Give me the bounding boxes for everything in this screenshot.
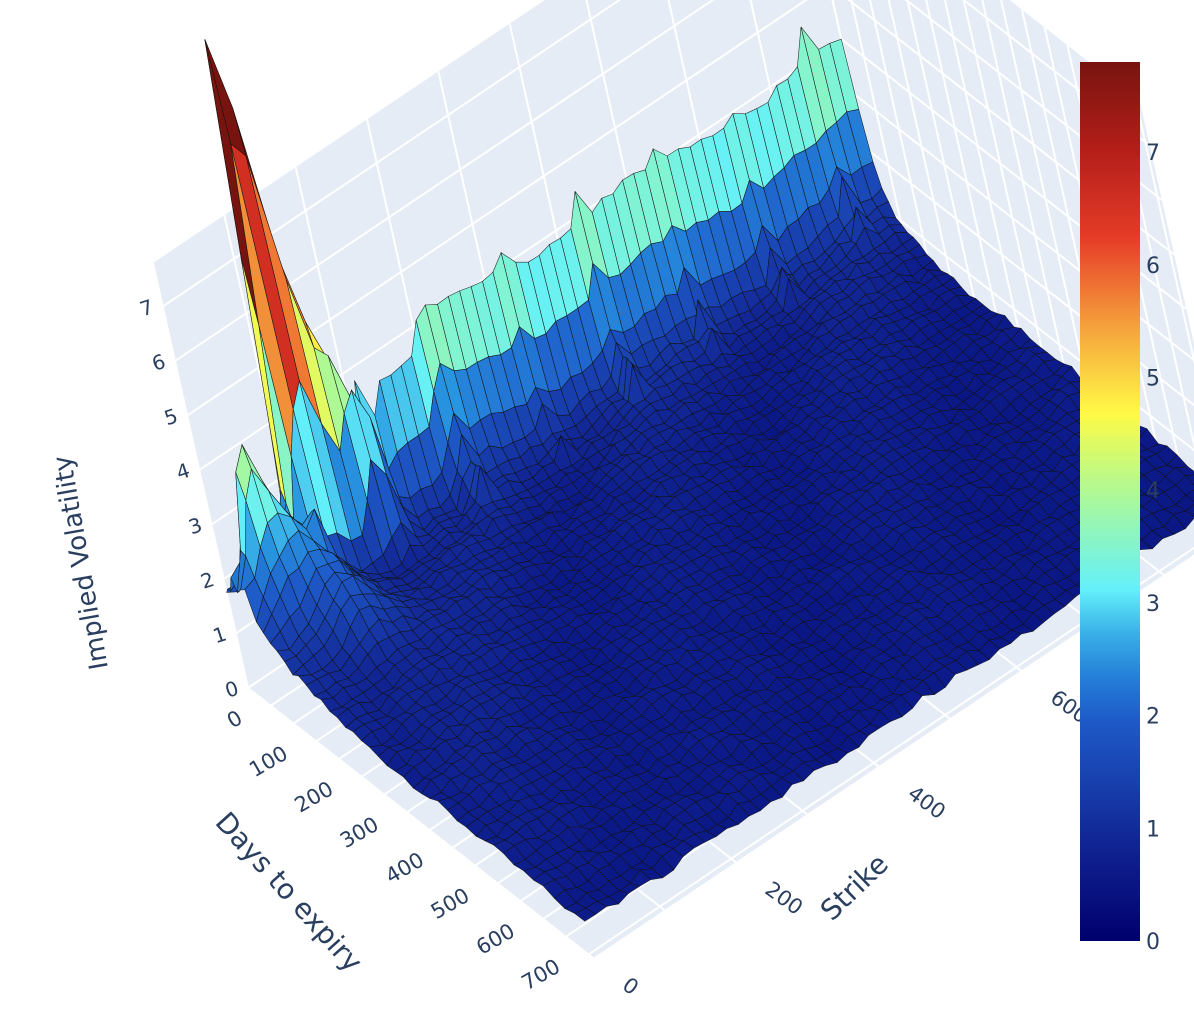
grid-line [852,92,1194,362]
surface-cell [573,907,597,922]
colorbar-tick-label: 1 [1146,817,1160,842]
x-tick-label: 0 [223,706,247,733]
grid-line [868,0,937,293]
grid-line [981,0,1073,400]
colorbar-tick-label: 3 [1146,592,1160,617]
z-tick-label: 6 [149,349,169,376]
y-tick-label: 0 [618,973,643,1000]
y-tick-label: 800 [1189,590,1194,633]
colorbar: 0 1 2 3 4 5 6 7 [1080,62,1160,955]
colorbar-tick-label: 5 [1146,367,1160,392]
z-tick-label: 2 [198,567,218,594]
z-tick-label: 4 [173,458,193,485]
z-tick-label: 0 [222,676,242,703]
colorbar-tick-label: 7 [1146,141,1160,166]
grid-line [1000,0,1096,418]
x-tick-label: 400 [381,848,428,889]
grid-line [877,201,1194,452]
colorbar-tick-label: 4 [1146,479,1160,504]
grid-line [865,147,1194,407]
z-tick-label: 1 [210,621,230,648]
z-tick-label: 5 [161,403,181,430]
colorbar-tick-label: 2 [1146,705,1160,730]
grid-line [887,0,960,311]
vol-surface [204,26,1194,922]
grid-line [943,0,1028,364]
x-tick-label: 500 [427,883,474,924]
z-tick-label: 3 [185,512,205,539]
x-tick-label: 700 [518,954,565,995]
x-tick-label: 600 [472,919,519,960]
grid-line [1134,98,1194,365]
x-tick-label: 300 [336,812,383,853]
y-tick-label: 200 [761,877,808,920]
grid-line [906,0,982,329]
scene-3d [152,0,1194,959]
y-tick-label: 400 [903,781,950,824]
grid-line [247,687,594,959]
colorbar-tick-label: 0 [1146,930,1160,955]
z-tick-label: 7 [137,295,157,322]
colorbar-ramp [1080,62,1140,941]
colorbar-tick-label: 6 [1146,254,1160,279]
grid-line [152,262,249,689]
grid-line [850,0,914,275]
grid-line [925,0,1005,347]
y-axis-title: Strike [814,847,895,927]
x-tick-label: 100 [245,741,292,782]
z-axis-title: Implied Volatility [48,453,115,672]
x-tick-label: 200 [291,777,338,818]
grid-line [962,0,1050,382]
